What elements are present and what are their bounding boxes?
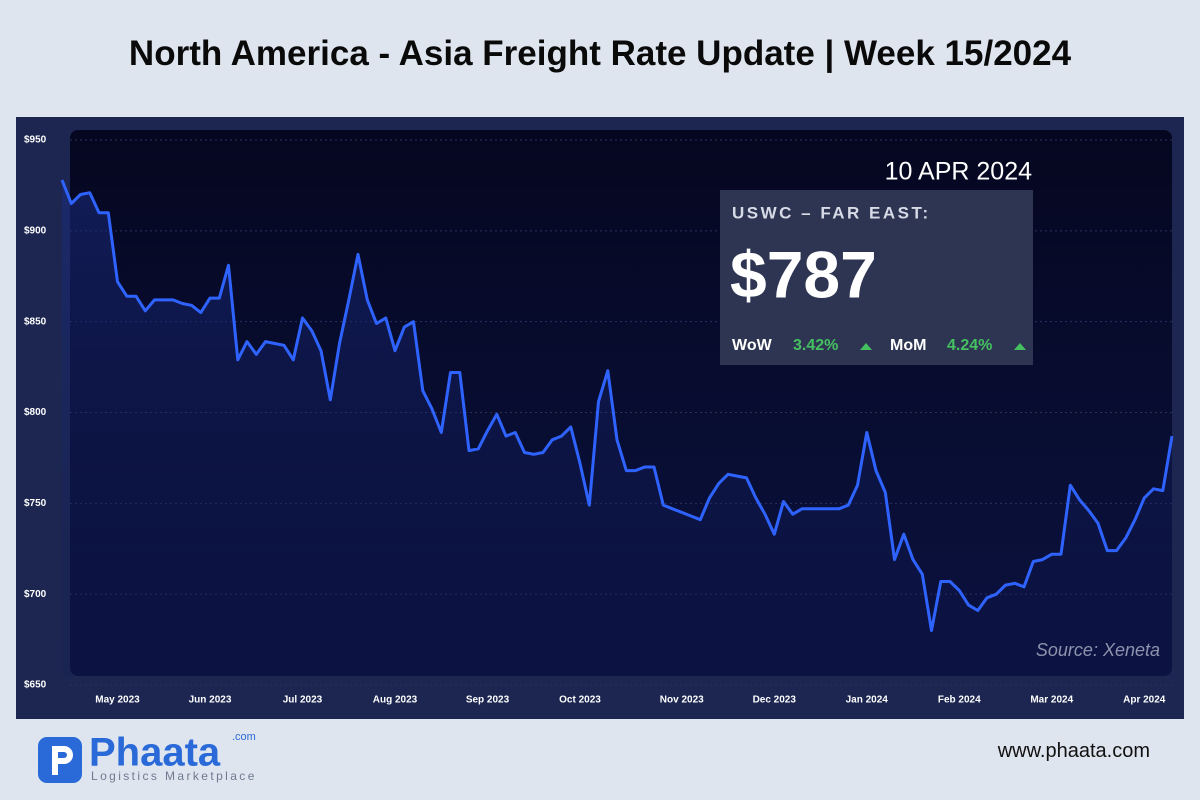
logo-glyph (52, 746, 73, 775)
y-tick-label: $800 (24, 407, 47, 418)
up-arrow (1014, 343, 1026, 350)
y-tick-label: $850 (24, 316, 47, 327)
route-label: USWC – FAR EAST: (732, 203, 931, 222)
x-tick-label: May 2023 (95, 695, 140, 706)
brand-suffix: .com (232, 731, 256, 743)
x-tick-label: Sep 2023 (466, 695, 510, 706)
x-tick-label: Dec 2023 (753, 695, 797, 706)
x-tick-label: Jun 2023 (189, 695, 232, 706)
page-title: North America - Asia Freight Rate Update… (128, 34, 1072, 73)
y-tick-label: $750 (24, 498, 47, 509)
mom-value: 4.24% (947, 337, 992, 354)
brand: Phaata (89, 731, 221, 775)
tagline: Logistics Marketplace (91, 769, 257, 783)
price-label: $787 (730, 237, 877, 311)
area (62, 180, 1172, 676)
y-tick-label: $900 (24, 225, 47, 236)
y-tick-label: $700 (24, 589, 47, 600)
x-tick-label: Apr 2024 (1123, 695, 1166, 706)
source-label: Source: Xeneta (1036, 640, 1160, 660)
x-tick-label: Nov 2023 (660, 695, 704, 706)
x-tick-label: Aug 2023 (373, 695, 418, 706)
y-tick-label: $650 (24, 680, 47, 691)
mom-label: MoM (890, 337, 926, 354)
info-box (720, 190, 1033, 365)
x-tick-label: Jul 2023 (283, 695, 323, 706)
wow-value: 3.42% (793, 337, 838, 354)
y-tick-label: $950 (24, 135, 47, 146)
x-tick-label: Mar 2024 (1030, 695, 1073, 706)
x-tick-label: Jan 2024 (846, 695, 889, 706)
up-arrow (860, 343, 872, 350)
line (60, 179, 1174, 632)
date-label: 10 APR 2024 (885, 158, 1032, 186)
website: www.phaata.com (997, 740, 1150, 762)
wow-label: WoW (732, 337, 773, 354)
x-tick-label: Oct 2023 (559, 695, 601, 706)
x-tick-label: Feb 2024 (938, 695, 981, 706)
